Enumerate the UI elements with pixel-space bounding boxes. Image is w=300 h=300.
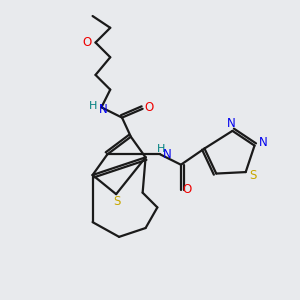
Text: O: O: [145, 101, 154, 114]
Text: N: N: [258, 136, 267, 149]
Text: H: H: [88, 101, 97, 111]
Text: N: N: [226, 117, 235, 130]
Text: N: N: [99, 103, 108, 116]
Text: N: N: [163, 148, 172, 161]
Text: O: O: [83, 36, 92, 49]
Text: S: S: [113, 195, 120, 208]
Text: O: O: [183, 183, 192, 196]
Text: H: H: [157, 144, 166, 154]
Text: S: S: [249, 169, 257, 182]
